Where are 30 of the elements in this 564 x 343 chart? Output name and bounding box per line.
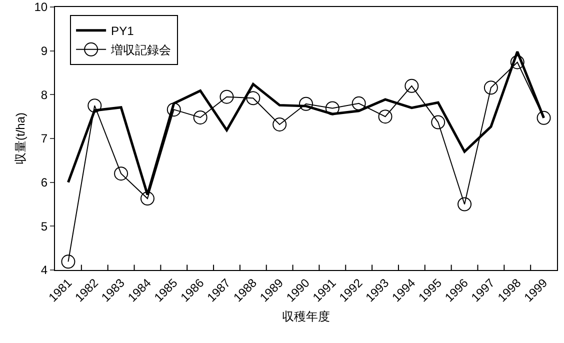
legend-label: PY1 [111,24,134,38]
y-axis-title: 収量(t/ha) [14,112,28,165]
point [458,197,472,212]
point [536,110,551,125]
y-tick-label: 8 [40,88,48,102]
point [404,78,419,93]
point [61,254,76,269]
legend-label: 増収記録会 [110,43,172,58]
point [299,96,313,111]
point [220,90,234,104]
y-tick-label: 7 [40,132,48,146]
point [325,101,340,116]
point [484,80,498,95]
point [352,96,366,110]
y-tick-label: 5 [40,219,48,234]
point [272,117,287,132]
y-tick-label: 10 [34,0,48,14]
y-tick-label: 4 [40,263,48,278]
point [114,166,128,181]
y-tick-label: 9 [40,44,48,58]
point [431,115,446,130]
point [166,102,181,117]
point [510,55,524,70]
point [246,91,260,106]
point [193,110,208,124]
point [140,192,154,206]
point [88,98,102,113]
point [378,110,392,124]
y-tick-label: 6 [40,176,48,190]
x-axis-title: 収穫年度 [282,310,330,324]
